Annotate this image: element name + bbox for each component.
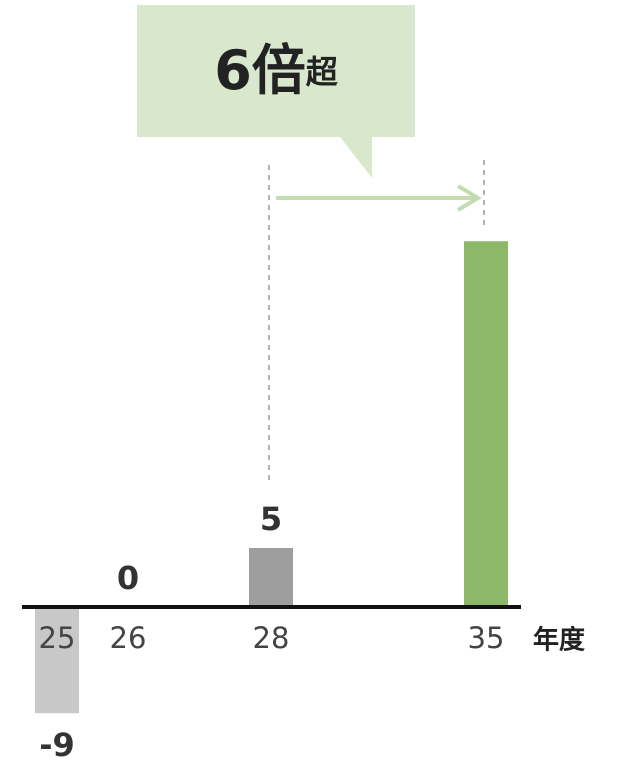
annotation-main: 6倍 [214, 39, 306, 102]
annotation-suffix: 超 [306, 53, 339, 91]
data-label: 5 [260, 500, 282, 538]
x-tick-label: 28 [253, 621, 290, 655]
x-axis-label: 年度 [533, 625, 585, 656]
bar [464, 241, 508, 607]
x-tick-label: 25 [39, 621, 76, 655]
bar [35, 607, 79, 714]
x-tick-label: 35 [468, 621, 505, 655]
data-label: -9 [39, 726, 75, 764]
arrow-head [456, 184, 482, 212]
data-label: 0 [117, 559, 139, 597]
annotation: 6倍超 [214, 39, 339, 102]
bar [249, 548, 293, 607]
x-tick-label: 26 [110, 621, 147, 655]
callout [137, 5, 415, 178]
